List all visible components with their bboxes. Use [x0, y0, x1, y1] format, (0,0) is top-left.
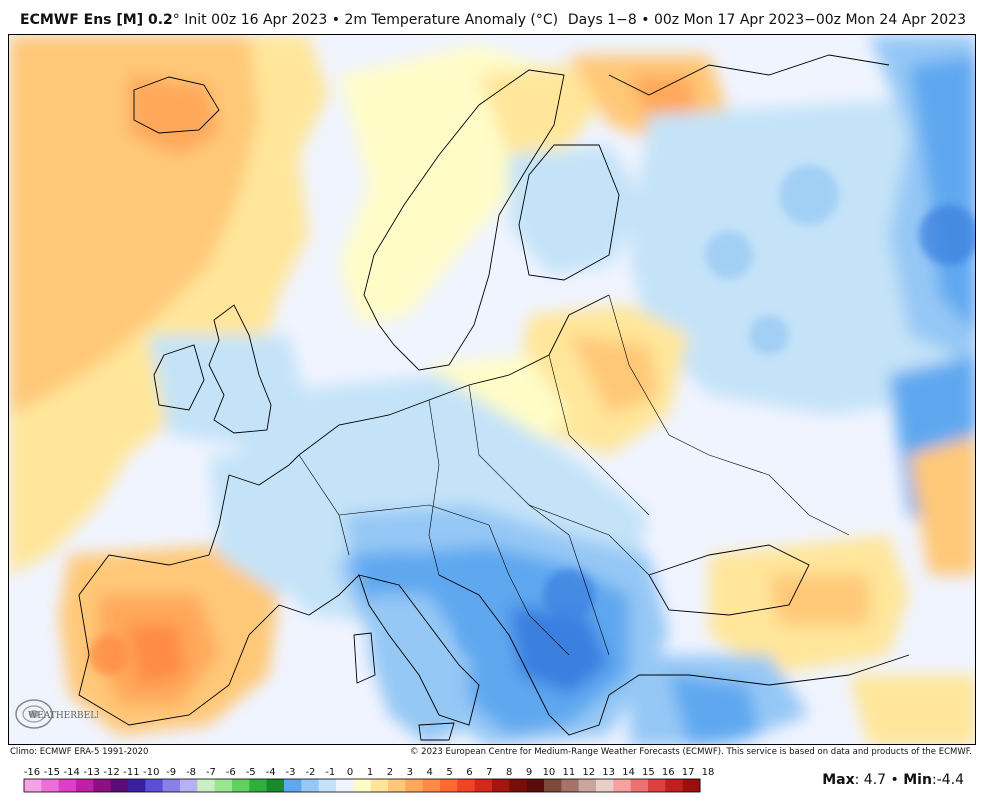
colorbar-tick-label: 13 — [602, 767, 615, 778]
max-min-readout: Max: 4.7 • Min:-4.4 — [822, 772, 964, 788]
colorbar-tick-label: 9 — [526, 767, 532, 778]
colorbar-swatch — [24, 779, 42, 792]
borders — [298, 294, 850, 656]
colorbar-swatch — [405, 779, 424, 792]
model-name: ECMWF Ens [M] 0.2 — [20, 12, 173, 28]
colorbar-swatch — [474, 779, 493, 792]
min-label: Min — [903, 772, 932, 788]
colorbar-swatch — [58, 779, 77, 792]
colorbar-swatch — [544, 779, 562, 792]
colorbar-tick-label: 5 — [446, 767, 452, 778]
max-label: Max — [822, 772, 855, 788]
colorbar-swatch — [526, 779, 545, 792]
variable-name: 2m Temperature Anomaly (°C) — [344, 12, 559, 28]
colorbar-swatch — [180, 779, 198, 792]
colorbar-tick-label: -15 — [44, 767, 60, 778]
colorbar-swatch — [388, 779, 406, 792]
colorbar-swatch — [197, 779, 216, 792]
weatherbell-logo: WEATHERBELL — [15, 699, 98, 729]
colorbar-swatch — [509, 779, 528, 792]
colorbar-tick-label: -7 — [206, 767, 216, 778]
colorbar-swatch — [578, 779, 597, 792]
colorbar-tick-label: -1 — [325, 767, 335, 778]
stat-separator: • — [886, 772, 904, 788]
colorbar-tick-label: 15 — [642, 767, 655, 778]
colorbar-swatch — [370, 779, 389, 792]
colorbar-tick-label: -8 — [186, 767, 196, 778]
colorbar-tick-label: -16 — [24, 767, 40, 778]
colorbar-swatch — [665, 779, 684, 792]
colorbar-swatch — [266, 779, 285, 792]
colorbar-tick-label: 18 — [702, 767, 715, 778]
colorbar-tick-label: 14 — [622, 767, 635, 778]
colorbar-swatch — [232, 779, 250, 792]
colorbar-swatch — [214, 779, 233, 792]
logo-text: WEATHERBELL — [28, 711, 98, 721]
colorbar-swatch — [492, 779, 510, 792]
colorbar-tick-label: 0 — [347, 767, 353, 778]
colorbar-tick-label: -12 — [103, 767, 119, 778]
colorbar-tick-label: 10 — [543, 767, 556, 778]
colorbar-tick-label: 16 — [662, 767, 675, 778]
colorbar-tick-label: 17 — [682, 767, 695, 778]
colorbar-swatch — [284, 779, 302, 792]
colorbar-swatch — [145, 779, 164, 792]
colorbar-swatch — [162, 779, 181, 792]
colorbar-swatch — [336, 779, 354, 792]
colorbar-tick-label: -5 — [246, 767, 256, 778]
colorbar-tick-label: 12 — [582, 767, 595, 778]
max-value: : 4.7 — [854, 772, 887, 788]
map-canvas — [9, 35, 975, 744]
colorbar-swatch — [457, 779, 476, 792]
colorbar-tick-label: 1 — [367, 767, 373, 778]
climo-note: Climo: ECMWF ERA-5 1991-2020 — [10, 747, 149, 757]
colorbar-svg: -16 -15 -14 -13 -12 -11 -10 -9 -8 -7 -6 -5 -4 -3 -2 -1 0… — [23, 767, 715, 793]
colorbar-swatch — [128, 779, 146, 792]
colorbar-swatch — [249, 779, 268, 792]
colorbar-tick-label: 2 — [387, 767, 393, 778]
colorbar-tick-label: 7 — [486, 767, 492, 778]
colorbar-swatch — [41, 779, 60, 792]
valid-range: Days 1−8 • 00z Mon 17 Apr 2023−00z Mon 2… — [567, 12, 966, 28]
degree-symbol: ° — [172, 12, 180, 28]
colorbar-swatch — [630, 779, 649, 792]
colorbar-swatch — [648, 779, 666, 792]
colorbar-tick-label: -13 — [83, 767, 99, 778]
colorbar-swatch — [301, 779, 320, 792]
colorbar-tick-label: 8 — [506, 767, 512, 778]
chart-title: ECMWF Ens [M] 0.2° Init 00z 16 Apr 2023 … — [20, 12, 558, 28]
colorbar-tick-label: 6 — [466, 767, 472, 778]
copyright-note: © 2023 European Centre for Medium-Range … — [409, 747, 972, 757]
colorbar-swatch — [440, 779, 458, 792]
colorbar: -16 -15 -14 -13 -12 -11 -10 -9 -8 -7 -6 -5 -4 -3 -2 -1 0… — [0, 762, 760, 802]
colorbar-swatch — [318, 779, 337, 792]
title-bullet: • — [331, 12, 340, 28]
init-time: Init 00z 16 Apr 2023 — [184, 12, 328, 28]
colorbar-swatch — [76, 779, 94, 792]
colorbar-tick-label: -4 — [266, 767, 276, 778]
colorbar-swatch — [110, 779, 129, 792]
colorbar-tick-label: -11 — [123, 767, 139, 778]
anomaly-map — [8, 34, 976, 745]
colorbar-tick-label: -14 — [64, 767, 80, 778]
colorbar-tick-label: -2 — [305, 767, 315, 778]
colorbar-frame — [23, 778, 701, 793]
header: ECMWF Ens [M] 0.2° Init 00z 16 Apr 2023 … — [0, 0, 984, 34]
colorbar-tick-label: 3 — [407, 767, 413, 778]
colorbar-swatch — [561, 779, 580, 792]
colorbar-tick-label: -9 — [166, 767, 176, 778]
colorbar-tick-label: 4 — [426, 767, 432, 778]
colorbar-swatch — [353, 779, 372, 792]
colorbar-tick-label: 11 — [562, 767, 575, 778]
min-value: :-4.4 — [931, 772, 964, 788]
colorbar-tick-label: -10 — [143, 767, 159, 778]
colorbar-swatch — [93, 779, 112, 792]
colorbar-swatch — [613, 779, 632, 792]
colorbar-swatch — [682, 779, 701, 792]
anomaly-detail — [89, 165, 975, 675]
colorbar-tick-label: -6 — [226, 767, 236, 778]
colorbar-swatch — [422, 779, 441, 792]
colorbar-swatch — [596, 779, 614, 792]
colorbar-tick-label: -3 — [285, 767, 295, 778]
